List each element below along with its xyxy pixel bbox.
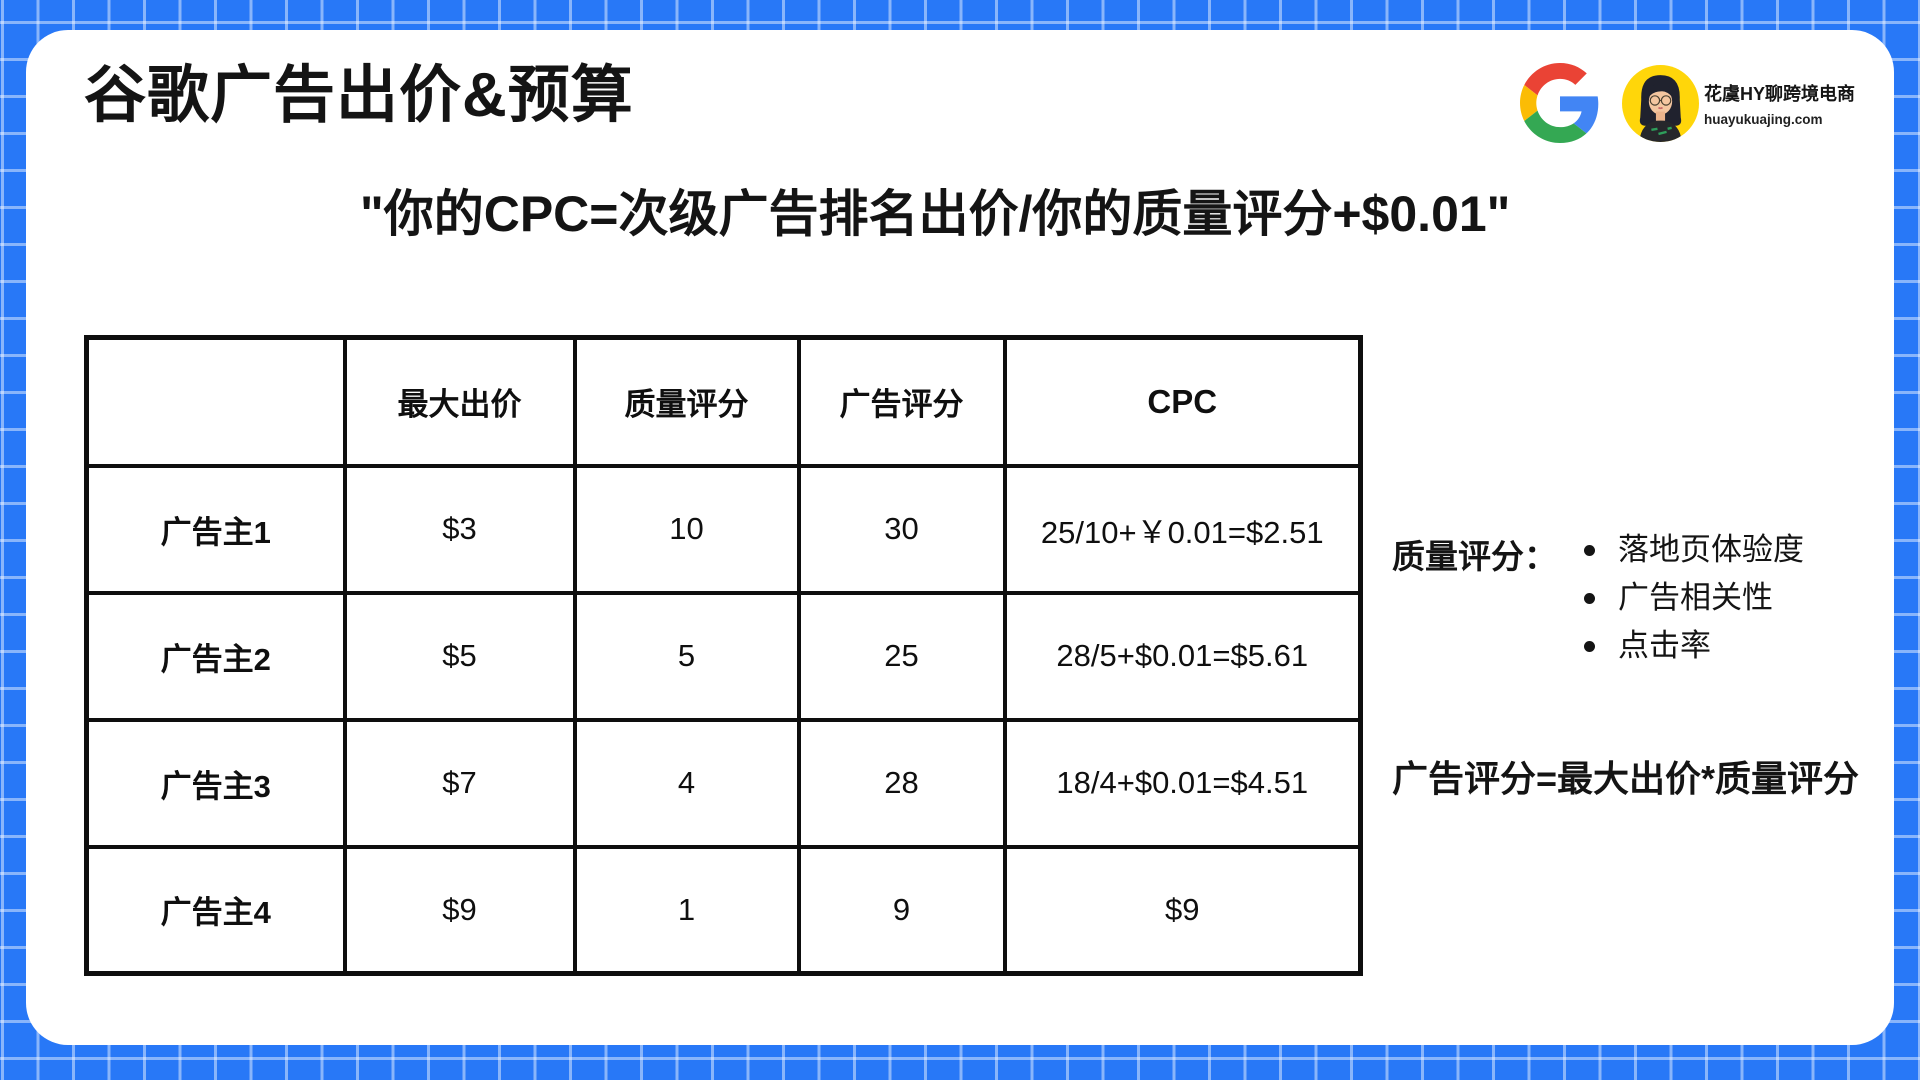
quality-factors-list: 落地页体验度 广告相关性 点击率: [1578, 526, 1804, 670]
slide-card: 谷歌广告出价&预算 花虞: [26, 30, 1894, 1045]
channel-info: 花虞HY聊跨境电商 huayukuajing.com: [1704, 80, 1855, 127]
cpc-cell: 28/5+$0.01=$5.61: [1002, 590, 1363, 722]
max-bid-cell: $7: [342, 717, 577, 849]
ad-rank-cell: 28: [796, 717, 1007, 849]
table-header-row: 最大出价 质量评分 广告评分 CPC: [84, 335, 1363, 468]
quality-score-label: 质量评分：: [1392, 538, 1557, 575]
max-bid-cell: $5: [342, 590, 577, 722]
quality-score-cell: 1: [572, 844, 801, 976]
table-row: 广告主1 $3 10 30 25/10+￥0.01=$2.51: [84, 463, 1363, 595]
header-cpc: CPC: [1002, 335, 1363, 468]
max-bid-cell: $9: [342, 844, 577, 976]
channel-avatar: [1622, 65, 1699, 142]
quality-factor-item: 点击率: [1578, 622, 1804, 670]
google-g-icon: [1520, 63, 1600, 143]
advertiser-label: 广告主4: [84, 844, 347, 976]
header-quality-score: 质量评分: [572, 335, 801, 468]
quality-score-cell: 4: [572, 717, 801, 849]
bid-comparison-table: 最大出价 质量评分 广告评分 CPC 广告主1 $3 10 30 25/10+￥…: [84, 335, 1363, 976]
header-max-bid: 最大出价: [342, 335, 577, 468]
ad-rank-cell: 9: [796, 844, 1007, 976]
table-row: 广告主3 $7 4 28 18/4+$0.01=$4.51: [84, 717, 1363, 849]
ad-rank-formula: 广告评分=最大出价*质量评分: [1392, 758, 1860, 799]
channel-name: 花虞HY聊跨境电商: [1704, 84, 1856, 104]
channel-url: huayukuajing.com: [1704, 112, 1823, 127]
table-row: 广告主2 $5 5 25 28/5+$0.01=$5.61: [84, 590, 1363, 722]
quality-factor-item: 落地页体验度: [1578, 526, 1804, 574]
table-row: 广告主4 $9 1 9 $9: [84, 844, 1363, 976]
ad-rank-cell: 30: [796, 463, 1007, 595]
page-title: 谷歌广告出价&预算: [84, 61, 634, 130]
cpc-cell: 18/4+$0.01=$4.51: [1002, 717, 1363, 849]
cpc-formula-quote: "你的CPC=次级广告排名出价/你的质量评分+$0.01": [360, 186, 1511, 242]
advertiser-label: 广告主1: [84, 463, 347, 595]
quality-factor-item: 广告相关性: [1578, 574, 1804, 622]
cpc-cell: 25/10+￥0.01=$2.51: [1002, 463, 1363, 595]
max-bid-cell: $3: [342, 463, 577, 595]
advertiser-label: 广告主2: [84, 590, 347, 722]
cpc-cell: $9: [1002, 844, 1363, 976]
advertiser-label: 广告主3: [84, 717, 347, 849]
ad-rank-cell: 25: [796, 590, 1007, 722]
header-empty: [84, 335, 347, 468]
header-ad-rank: 广告评分: [796, 335, 1007, 468]
quality-score-cell: 10: [572, 463, 801, 595]
quality-score-cell: 5: [572, 590, 801, 722]
